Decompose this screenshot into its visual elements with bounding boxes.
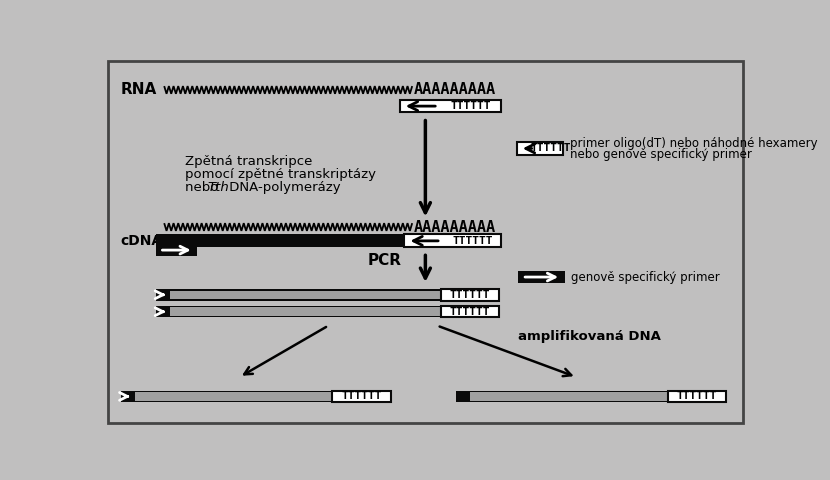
Bar [668, 391, 726, 402]
Text: AAAAAAAAA: AAAAAAAAA [413, 219, 496, 235]
Text: amplifikovaná DNA: amplifikovaná DNA [519, 330, 662, 343]
Text: TTTTTT: TTTTTT [450, 290, 491, 300]
Text: TTTTTT: TTTTTT [530, 144, 571, 154]
Bar [134, 392, 332, 401]
Bar [441, 289, 499, 300]
Bar [156, 244, 197, 256]
Text: pomocí zpětné transkriptázy: pomocí zpětné transkriptázy [185, 168, 376, 181]
Text: TTTTTT: TTTTTT [341, 391, 382, 401]
Text: Tth: Tth [208, 181, 229, 194]
Bar [404, 234, 500, 247]
Text: Zpětná transkripce: Zpětná transkripce [185, 155, 313, 168]
Bar [517, 142, 564, 155]
Bar [121, 391, 390, 402]
Text: PCR: PCR [367, 252, 401, 268]
Bar [156, 306, 499, 317]
Bar [400, 100, 500, 112]
Text: DNA-polymerázy: DNA-polymerázy [225, 181, 340, 194]
Text: RNA: RNA [121, 83, 157, 97]
Text: TTTTTT: TTTTTT [451, 101, 491, 111]
Bar [156, 289, 499, 300]
Text: AAAAAAAAA: AAAAAAAAA [413, 83, 496, 97]
Bar [457, 391, 726, 402]
Bar [519, 271, 565, 283]
Text: TTTTTT: TTTTTT [676, 391, 717, 401]
Text: TTTTTT: TTTTTT [452, 236, 492, 246]
Bar [441, 306, 499, 317]
Bar [121, 391, 134, 402]
Text: genově specifický primer: genově specifický primer [571, 271, 720, 284]
Bar [170, 308, 441, 316]
Bar [332, 391, 390, 402]
Text: nebo genově specifický primer: nebo genově specifický primer [569, 148, 751, 161]
Bar [156, 306, 170, 317]
Text: primer oligo(dT) nebo náhodné hexamery: primer oligo(dT) nebo náhodné hexamery [569, 137, 818, 150]
Bar [156, 234, 500, 247]
Text: nebo: nebo [185, 181, 222, 194]
Bar [471, 392, 668, 401]
Bar [170, 290, 441, 299]
Text: cDNA: cDNA [121, 234, 163, 248]
Text: TTTTTT: TTTTTT [450, 307, 491, 317]
Bar [156, 289, 170, 300]
